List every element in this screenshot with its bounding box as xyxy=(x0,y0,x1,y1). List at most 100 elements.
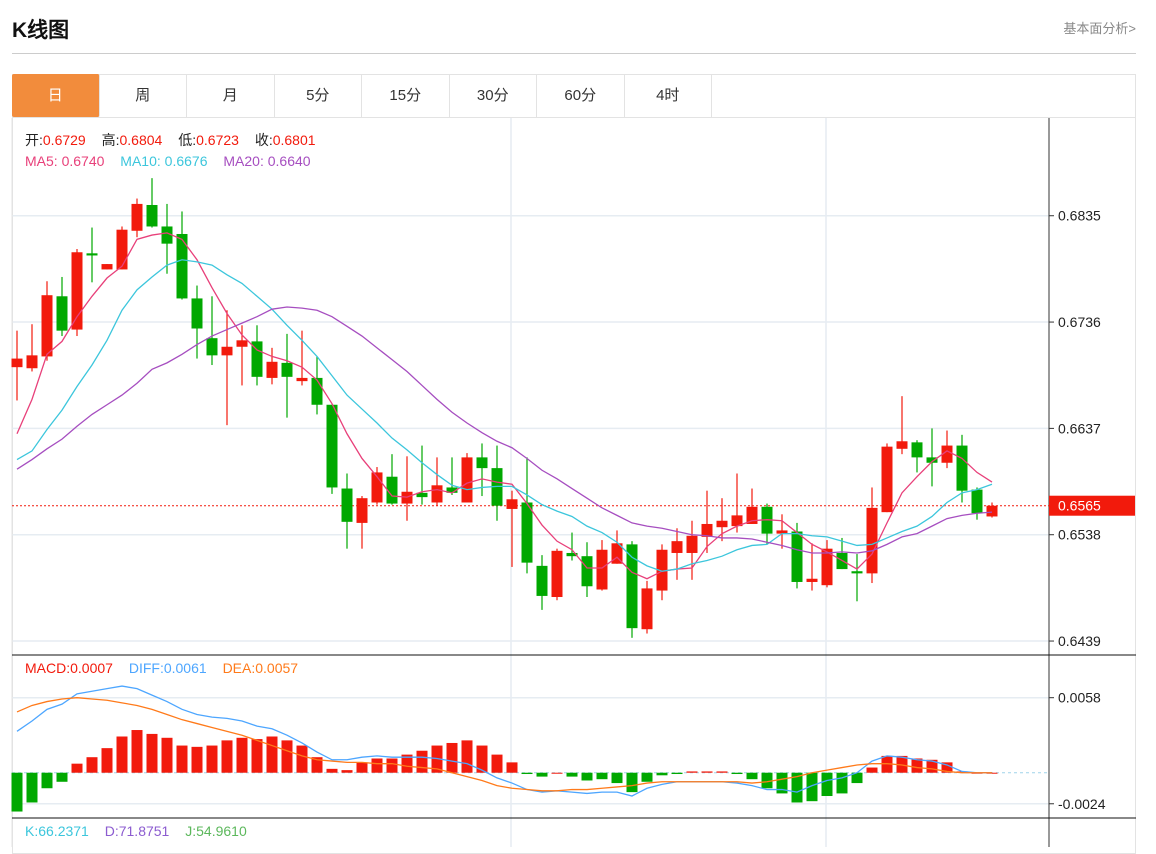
candle-body xyxy=(776,530,788,534)
macd-bar xyxy=(341,770,353,773)
tab-5min[interactable]: 5分 xyxy=(275,74,362,117)
close-label: 收: xyxy=(254,132,273,148)
macd-bar xyxy=(746,772,758,780)
candle-body xyxy=(716,520,728,528)
macd-bar xyxy=(566,772,578,777)
high-value: 0.6804 xyxy=(119,132,163,148)
tab-month[interactable]: 月 xyxy=(187,74,275,117)
candle-body xyxy=(386,476,398,504)
candle-body xyxy=(371,472,383,503)
candle-body xyxy=(476,457,488,469)
macd-bar xyxy=(11,772,23,812)
macd-bar xyxy=(311,757,323,773)
diff-label: DIFF: xyxy=(128,660,164,676)
current-price-label: 0.6565 xyxy=(1058,498,1101,514)
dea-value: 0.0057 xyxy=(255,660,299,676)
price-tick-label: 0.6538 xyxy=(1058,527,1101,543)
macd-bar xyxy=(146,733,158,773)
diff-value: 0.0061 xyxy=(163,660,207,676)
candle-body xyxy=(881,446,893,513)
ma10-label: MA10: xyxy=(120,153,161,169)
candle-body xyxy=(971,489,983,514)
candle-body xyxy=(161,226,173,244)
low-value: 0.6723 xyxy=(196,132,239,148)
candle-body xyxy=(131,203,143,231)
candle-body xyxy=(416,492,428,498)
candle-body xyxy=(686,535,698,553)
macd-bar xyxy=(926,759,938,773)
page-title: K线图 xyxy=(12,19,70,42)
tab-4hour[interactable]: 4时 xyxy=(625,74,712,117)
candle-body xyxy=(206,338,218,356)
tab-week[interactable]: 周 xyxy=(100,74,187,117)
ma20-value: 0.6640 xyxy=(267,153,311,169)
candle-body xyxy=(806,578,818,582)
macd-bar xyxy=(686,771,698,773)
candle-body xyxy=(581,556,593,587)
macd-bar xyxy=(476,745,488,773)
open-label: 开: xyxy=(25,132,43,148)
k-value: 66.2371 xyxy=(38,823,89,839)
candle-body xyxy=(101,264,113,270)
candle-body xyxy=(41,295,53,357)
candle-body xyxy=(326,404,338,488)
candle-body xyxy=(341,488,353,522)
tab-15min[interactable]: 15分 xyxy=(362,74,450,117)
candle-body xyxy=(521,502,533,563)
candle-body xyxy=(461,457,473,503)
macd-bar xyxy=(26,772,38,803)
macd-value: 0.0007 xyxy=(70,660,113,676)
macd-bar xyxy=(806,772,818,802)
candle-body xyxy=(506,499,518,509)
ohlc-legend: 开:0.6729 高:0.6804 低:0.6723 收:0.6801 xyxy=(25,130,316,150)
macd-bar xyxy=(731,772,743,775)
d-label: D: xyxy=(104,823,119,839)
tab-60min[interactable]: 60分 xyxy=(537,74,625,117)
candle-body xyxy=(851,571,863,574)
candle-body xyxy=(296,377,308,382)
macd-bar xyxy=(791,772,803,803)
low-label: 低: xyxy=(178,132,197,148)
candle-body xyxy=(146,204,158,227)
j-value: 54.9610 xyxy=(196,823,247,839)
macd-bar xyxy=(221,740,233,773)
macd-bar xyxy=(281,740,293,773)
macd-bar xyxy=(821,772,833,797)
macd-bar xyxy=(401,754,413,773)
tab-30min[interactable]: 30分 xyxy=(450,74,537,117)
candle-body xyxy=(746,506,758,524)
k-label: K: xyxy=(25,823,39,839)
macd-bar xyxy=(41,772,53,789)
candle-body xyxy=(251,341,263,377)
macd-bar xyxy=(56,772,68,782)
macd-bar xyxy=(641,772,653,782)
kdj-legend: K:66.2371 D:71.8751 J:54.9610 xyxy=(25,823,247,839)
candle-body xyxy=(611,543,623,564)
macd-bar xyxy=(356,762,368,773)
d-value: 71.8751 xyxy=(118,823,170,839)
macd-bar xyxy=(446,742,458,773)
macd-bar xyxy=(131,730,143,773)
macd-bar xyxy=(116,736,128,773)
j-label: J: xyxy=(185,823,197,839)
dea-label: DEA: xyxy=(222,660,256,676)
price-tick-label: 0.6736 xyxy=(1058,314,1101,330)
macd-bar xyxy=(386,758,398,773)
macd-bar xyxy=(326,768,338,773)
macd-bar xyxy=(866,767,878,773)
macd-bar xyxy=(86,757,98,773)
open-value: 0.6729 xyxy=(42,132,86,148)
candle-body xyxy=(431,485,443,503)
macd-bar xyxy=(611,772,623,784)
fundamental-analysis-link[interactable]: 基本面分析> xyxy=(1063,21,1136,36)
candle-body xyxy=(221,346,233,356)
candle-body xyxy=(116,229,128,270)
macd-bar xyxy=(596,772,608,780)
tab-day[interactable]: 日 xyxy=(12,74,100,117)
candle-body xyxy=(191,298,203,329)
candle-body xyxy=(956,445,968,491)
ma20-line xyxy=(16,306,993,554)
macd-bar xyxy=(71,763,83,773)
candle-body xyxy=(26,355,38,369)
